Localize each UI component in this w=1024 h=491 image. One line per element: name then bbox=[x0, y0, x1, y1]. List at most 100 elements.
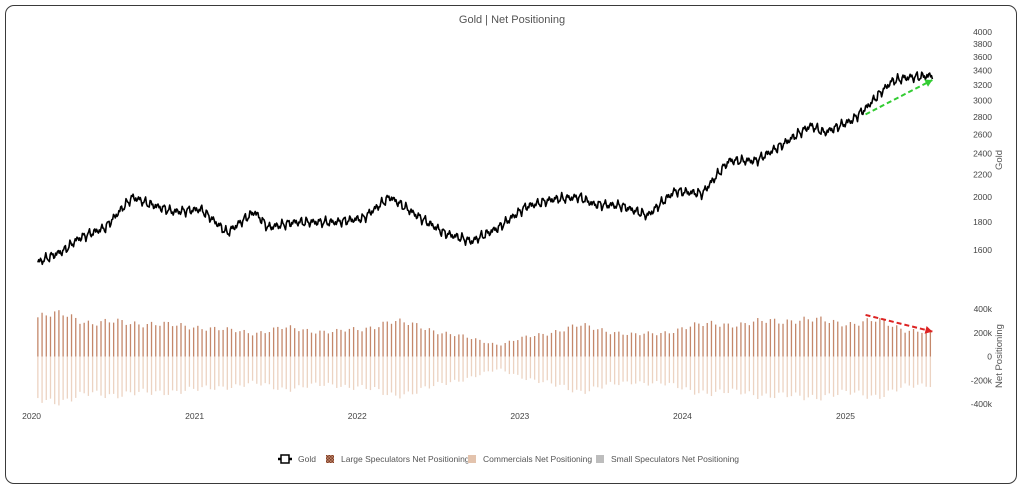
commercials-bar bbox=[285, 356, 287, 390]
commercials-bar bbox=[369, 356, 372, 391]
commercials-bar bbox=[91, 356, 94, 393]
large-speculators-bar bbox=[744, 323, 746, 357]
large-speculators-bar bbox=[323, 330, 325, 357]
large-speculators-bar bbox=[298, 331, 300, 357]
large-speculators-bar bbox=[289, 325, 292, 357]
commercials-bar bbox=[483, 356, 485, 372]
commercials-bar bbox=[302, 356, 304, 388]
commercials-bar bbox=[432, 356, 435, 387]
commercials-bar bbox=[786, 356, 788, 398]
large-speculators-bar bbox=[470, 339, 473, 357]
gold-y-tick-label: 2000 bbox=[973, 192, 992, 202]
commercials-bar bbox=[660, 356, 662, 384]
commercials-bar bbox=[896, 356, 898, 392]
large-speculators-bar bbox=[929, 329, 932, 357]
large-speculators-bar bbox=[622, 334, 624, 357]
commercials-bar bbox=[352, 356, 355, 390]
commercials-bar bbox=[243, 356, 245, 387]
large-speculators-bar bbox=[268, 332, 271, 357]
commercials-bar bbox=[171, 356, 174, 391]
commercials-bar bbox=[677, 356, 679, 389]
large-speculators-bar bbox=[272, 327, 275, 357]
large-speculators-bar bbox=[689, 326, 692, 357]
legend-item-large-speculators[interactable]: Large Speculators Net Positioning bbox=[326, 454, 470, 464]
commercials-bar bbox=[521, 356, 523, 379]
commercials-bar bbox=[420, 356, 422, 388]
large-speculators-bar bbox=[491, 342, 494, 357]
legend-item-commercials[interactable]: Commercials Net Positioning bbox=[468, 454, 592, 464]
large-speculators-bar bbox=[416, 323, 418, 357]
commercials-bar bbox=[230, 356, 233, 388]
square-swatch-icon bbox=[596, 455, 604, 463]
large-speculators-bar bbox=[710, 320, 713, 357]
commercials-bar bbox=[319, 356, 321, 387]
large-speculators-bar bbox=[112, 322, 115, 357]
large-speculators-bar bbox=[441, 333, 443, 357]
large-speculators-bar bbox=[832, 319, 835, 357]
gold-y-tick-label: 3600 bbox=[973, 52, 992, 62]
commercials-bar bbox=[45, 356, 47, 400]
commercials-bar bbox=[630, 356, 633, 385]
commercials-bar bbox=[529, 356, 532, 379]
commercials-bar bbox=[580, 356, 582, 391]
large-speculators-bar bbox=[331, 332, 334, 357]
commercials-bar bbox=[685, 356, 687, 388]
large-speculators-bar bbox=[908, 330, 910, 357]
large-speculators-bar bbox=[748, 325, 750, 357]
large-speculators-bar bbox=[214, 326, 216, 357]
chart-title: Gold | Net Positioning bbox=[459, 14, 565, 26]
large-speculators-bar bbox=[803, 316, 805, 357]
large-speculators-bar bbox=[866, 318, 868, 357]
large-speculators-bar bbox=[411, 322, 414, 357]
large-speculators-bar bbox=[517, 340, 519, 357]
commercials-bar bbox=[820, 356, 822, 401]
commercials-bar bbox=[374, 356, 376, 388]
commercials-bar bbox=[879, 356, 881, 399]
large-speculators-bar bbox=[479, 339, 481, 357]
gold-y-tick-label: 3400 bbox=[973, 66, 992, 76]
commercials-bar bbox=[117, 356, 119, 399]
large-speculators-bar bbox=[327, 333, 330, 357]
commercials-bar bbox=[874, 356, 877, 395]
large-speculators-bar bbox=[361, 331, 363, 357]
large-speculators-bar bbox=[790, 320, 793, 357]
commercials-bar bbox=[176, 356, 178, 391]
commercials-bar bbox=[651, 356, 654, 384]
large-speculators-bar bbox=[150, 321, 153, 357]
large-speculators-bar bbox=[853, 323, 856, 357]
large-speculators-bar bbox=[163, 321, 165, 357]
large-speculators-bar bbox=[365, 327, 367, 357]
large-speculators-bar bbox=[807, 319, 809, 357]
commercials-bar bbox=[37, 356, 39, 399]
large-speculators-bar bbox=[432, 330, 435, 357]
gold-y-tick-label: 3200 bbox=[973, 80, 992, 90]
commercials-bar bbox=[100, 356, 102, 396]
large-speculators-bar bbox=[656, 335, 658, 357]
x-tick-label: 2023 bbox=[510, 411, 529, 421]
commercials-bar bbox=[129, 356, 132, 393]
commercials-bar bbox=[601, 356, 603, 389]
large-speculators-bar bbox=[336, 328, 338, 357]
commercials-bar bbox=[470, 356, 473, 377]
positioning-y-tick-label: -400k bbox=[971, 399, 993, 409]
commercials-bar bbox=[883, 356, 885, 397]
commercials-bar bbox=[550, 356, 553, 384]
large-speculators-bar bbox=[205, 330, 207, 357]
commercials-bar bbox=[256, 356, 258, 384]
large-speculators-bar bbox=[230, 328, 233, 357]
large-speculators-bar bbox=[348, 328, 351, 357]
large-speculators-bar bbox=[37, 317, 39, 357]
commercials-bar bbox=[849, 356, 852, 395]
large-speculators-bar bbox=[374, 329, 376, 357]
commercials-bar bbox=[58, 356, 60, 406]
large-speculators-bar bbox=[369, 326, 372, 357]
checker-swatch-icon bbox=[326, 455, 334, 463]
large-speculators-bar bbox=[769, 319, 772, 357]
large-speculators-bar bbox=[887, 325, 889, 357]
legend-item-gold[interactable]: Gold bbox=[278, 454, 316, 464]
legend-item-small-speculators[interactable]: Small Speculators Net Positioning bbox=[596, 454, 739, 464]
large-speculators-bar bbox=[407, 324, 409, 357]
commercials-bar bbox=[62, 356, 64, 400]
commercials-bar bbox=[500, 356, 502, 369]
x-tick-label: 2020 bbox=[22, 411, 41, 421]
